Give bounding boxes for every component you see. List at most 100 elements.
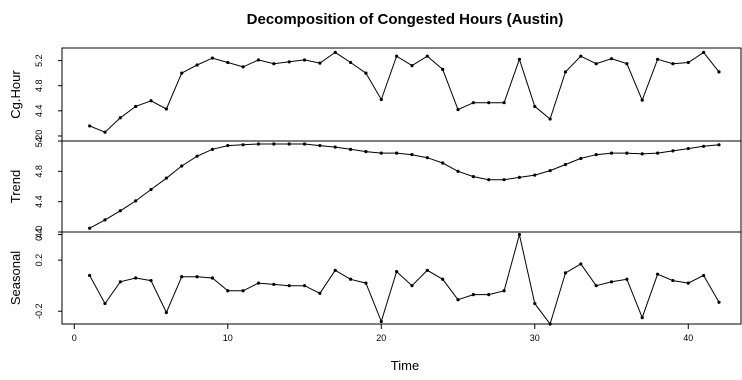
data-point xyxy=(533,301,537,306)
panel-trend: Trend 4.0 4.4 4.8 5.2 xyxy=(8,135,742,238)
data-point xyxy=(272,282,276,286)
data-point xyxy=(241,143,245,147)
data-point xyxy=(256,58,261,62)
data-point xyxy=(671,149,675,153)
data-point xyxy=(180,275,184,279)
data-point xyxy=(640,98,644,102)
data-point xyxy=(655,151,660,155)
data-point xyxy=(441,67,445,71)
data-point xyxy=(118,209,122,213)
data-point xyxy=(379,97,383,102)
data-point xyxy=(502,289,506,293)
data-point xyxy=(609,280,614,284)
data-point xyxy=(425,54,429,58)
data-point xyxy=(640,316,644,320)
data-point xyxy=(702,50,706,54)
data-point xyxy=(456,298,460,302)
data-point xyxy=(686,60,690,65)
data-point xyxy=(134,276,138,280)
data-point xyxy=(410,63,414,68)
data-point xyxy=(548,168,552,173)
data-point xyxy=(717,70,721,74)
data-point xyxy=(118,280,122,284)
data-point xyxy=(88,273,92,278)
data-point xyxy=(609,151,614,155)
data-point xyxy=(302,142,307,146)
data-point xyxy=(256,142,261,146)
series-line xyxy=(89,143,720,229)
data-point xyxy=(563,70,568,74)
y-tick-label: 0.4 xyxy=(34,228,44,241)
data-point xyxy=(655,272,660,276)
series-line xyxy=(89,234,720,326)
data-point xyxy=(441,161,445,165)
data-point xyxy=(625,277,629,281)
data-point xyxy=(348,277,353,281)
data-point xyxy=(333,268,337,272)
data-point xyxy=(302,284,307,288)
y-tick-label: 5.2 xyxy=(34,54,44,67)
data-point xyxy=(686,146,690,151)
data-point xyxy=(164,310,168,315)
data-point xyxy=(487,293,491,297)
data-point xyxy=(487,178,491,182)
data-point xyxy=(241,289,245,293)
data-point xyxy=(318,291,322,295)
data-point xyxy=(686,281,690,285)
data-point xyxy=(149,278,153,283)
y-tick-label: 4.4 xyxy=(34,195,44,208)
data-point xyxy=(517,175,522,179)
data-point xyxy=(333,50,337,54)
data-point xyxy=(149,187,153,192)
data-point xyxy=(195,154,199,158)
data-point xyxy=(533,104,537,109)
data-point xyxy=(471,175,475,179)
data-point xyxy=(164,176,168,180)
data-point xyxy=(395,270,399,274)
data-point xyxy=(134,199,138,203)
data-point xyxy=(364,281,368,285)
data-point xyxy=(364,150,368,154)
y-tick-label: 4.8 xyxy=(34,165,44,178)
data-point xyxy=(241,65,245,69)
data-point xyxy=(272,142,276,146)
data-point xyxy=(226,60,230,65)
data-point xyxy=(579,54,583,58)
data-point xyxy=(702,144,706,148)
panel-frame xyxy=(61,140,742,233)
y-axis-label: Cg.Hour xyxy=(8,70,23,119)
panel-frame xyxy=(61,231,742,325)
data-point xyxy=(655,57,660,61)
data-point xyxy=(410,153,414,157)
panel-seasonal: Seasonal -0.2 0.2 0.4 xyxy=(8,228,742,326)
data-point xyxy=(579,262,583,266)
data-point xyxy=(579,156,583,161)
data-point xyxy=(441,277,445,281)
data-point xyxy=(625,62,629,66)
data-point xyxy=(118,116,122,120)
data-point xyxy=(103,130,107,134)
data-point xyxy=(471,101,475,105)
data-point xyxy=(318,143,322,148)
data-point xyxy=(379,319,383,324)
y-tick-label: 4.0 xyxy=(34,130,44,143)
data-point xyxy=(210,276,215,280)
data-point xyxy=(103,218,107,222)
data-point xyxy=(548,117,552,121)
y-axis-label: Seasonal xyxy=(8,251,23,305)
data-point xyxy=(425,268,429,272)
data-point xyxy=(502,178,506,182)
x-tick-label: 20 xyxy=(376,333,386,343)
data-point xyxy=(226,289,230,293)
data-point xyxy=(88,124,92,128)
data-point xyxy=(609,57,614,61)
data-point xyxy=(195,275,199,279)
data-point xyxy=(395,54,399,58)
data-point xyxy=(210,56,215,60)
x-axis-label: Time xyxy=(391,358,419,373)
data-point xyxy=(180,164,184,168)
y-tick-label: 0.2 xyxy=(34,254,44,267)
data-point xyxy=(226,143,230,148)
data-point xyxy=(379,151,383,155)
data-point xyxy=(717,143,721,147)
